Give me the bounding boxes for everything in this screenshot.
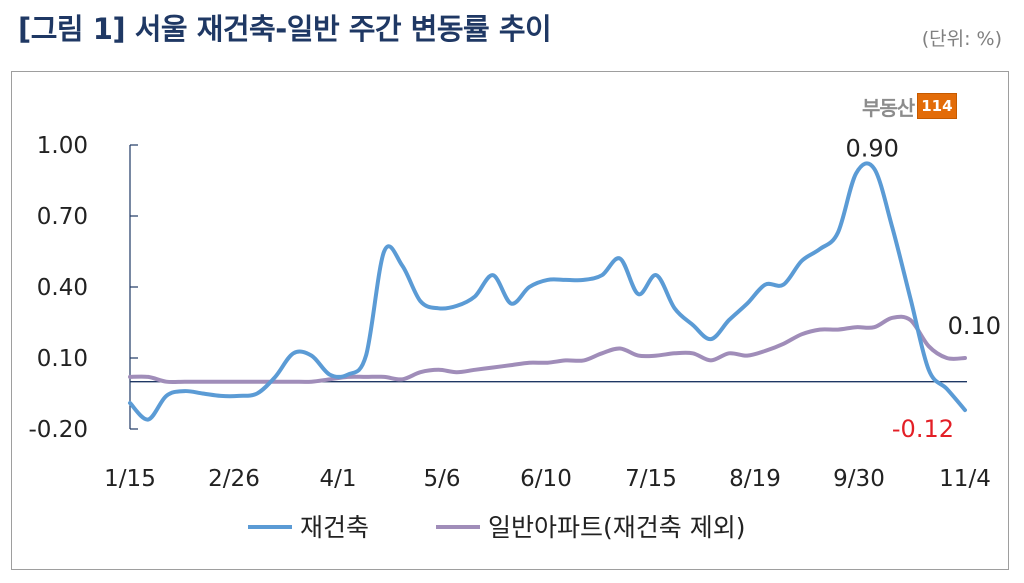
chart-frame: [11, 71, 1009, 570]
x-tick-label: 7/15: [625, 466, 677, 492]
page-title: [그림 1] 서울 재건축-일반 주간 변동률 추이: [18, 12, 552, 46]
series-line-general: [128, 314, 967, 385]
unit-label: (단위: %): [921, 28, 1002, 50]
x-tick-label: 6/10: [520, 466, 572, 492]
x-tick-label: 1/15: [104, 466, 156, 492]
logo-text: 부동산: [862, 95, 915, 120]
legend-label-general: 일반아파트(재건축 제외): [488, 513, 745, 542]
y-tick-label: 0.40: [37, 275, 88, 301]
y-tick-label: 0.10: [37, 346, 88, 372]
data-label-peak: 0.90: [846, 135, 899, 163]
series-line-rebuild: [128, 161, 967, 422]
x-tick-label: 9/30: [833, 466, 885, 492]
y-tick-label: -0.20: [28, 417, 88, 443]
y-tick-label: 1.00: [37, 133, 88, 159]
x-tick-label: 8/19: [729, 466, 781, 492]
brand-logo: 부동산 114: [862, 91, 957, 121]
x-tick-label: 2/26: [208, 466, 260, 492]
x-tick-label: 5/6: [423, 466, 460, 492]
x-tick-label: 4/1: [319, 466, 356, 492]
logo-number: 114: [917, 93, 957, 119]
data-label-rebuild-last: -0.12: [892, 415, 954, 443]
x-tick-label: 11/4: [939, 466, 991, 492]
y-tick-label: 0.70: [37, 204, 88, 230]
data-label-general-last: 0.10: [948, 312, 1001, 340]
legend-label-rebuild: 재건축: [300, 513, 369, 542]
